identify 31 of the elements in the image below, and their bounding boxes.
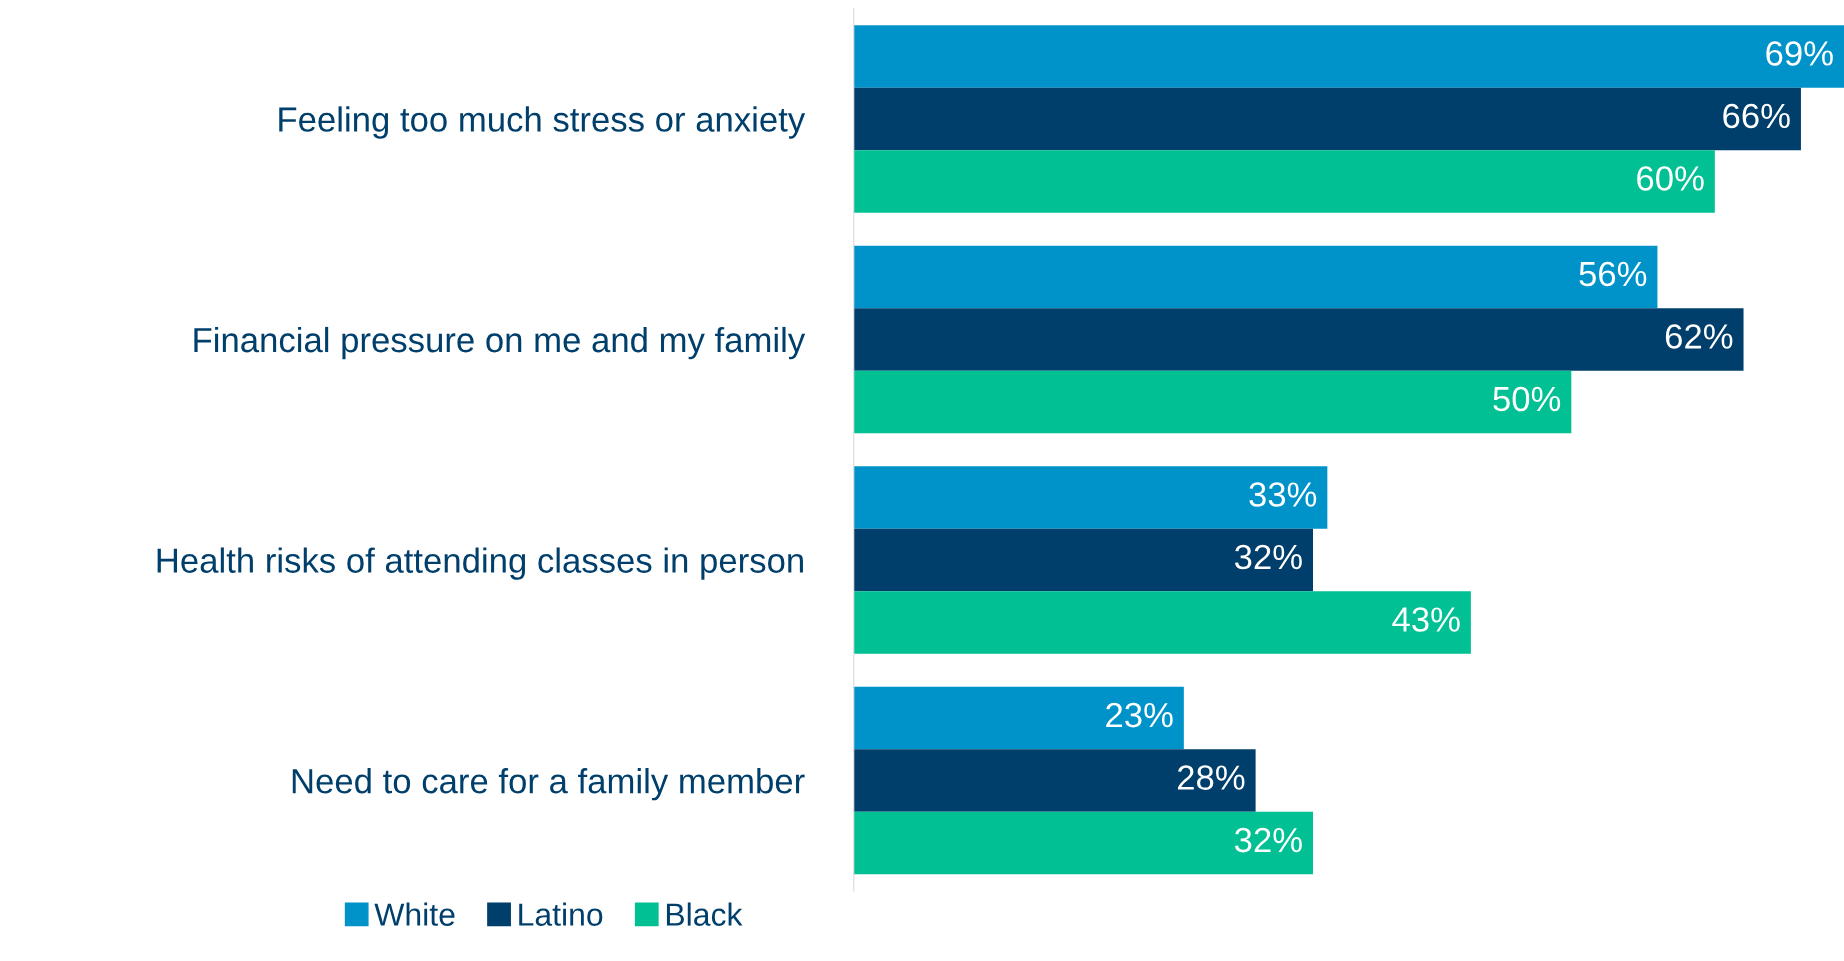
data-label: 60%: [1637, 166, 1704, 191]
bar: [853, 25, 1844, 88]
legend-label: Black: [666, 902, 743, 926]
bar: [853, 87, 1801, 151]
bar: [853, 591, 1471, 654]
bar: [853, 528, 1314, 592]
data-label: 56%: [1579, 261, 1647, 287]
bar: [853, 749, 1256, 812]
data-label: 66%: [1723, 103, 1790, 129]
data-label: 32%: [1234, 827, 1302, 853]
data-label: 23%: [1106, 702, 1173, 728]
bar: [853, 245, 1658, 309]
y-tick-label: Need to care for a family member: [292, 767, 805, 801]
data-label: 43%: [1392, 607, 1460, 632]
bar: [853, 308, 1744, 371]
data-label: 32%: [1234, 544, 1302, 570]
legend-label: White: [374, 902, 455, 926]
bar: [853, 811, 1314, 875]
y-tick-label: Health risks of attending classes in person: [157, 547, 803, 580]
data-label: 50%: [1493, 386, 1561, 412]
data-label: 28%: [1177, 765, 1245, 790]
bar: [853, 466, 1328, 529]
bar: [853, 370, 1572, 434]
bar: [853, 150, 1715, 213]
data-label: 33%: [1249, 482, 1317, 507]
y-tick-label: Feeling too much stress or anxiety: [279, 106, 806, 139]
legend-label: Latino: [519, 902, 603, 926]
y-tick-label: Financial pressure on me and my family: [194, 326, 806, 360]
data-label: 62%: [1665, 324, 1733, 349]
data-label: 69%: [1766, 41, 1833, 66]
bar: [853, 686, 1184, 750]
